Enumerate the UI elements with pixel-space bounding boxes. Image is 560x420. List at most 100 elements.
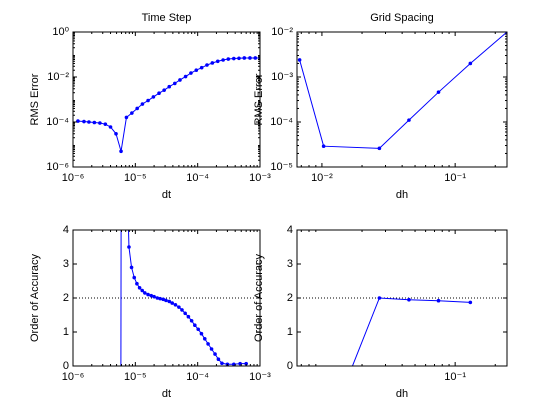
y-tick-label: 10⁻² — [271, 26, 293, 38]
y-tick-label: 10⁻⁵ — [270, 161, 293, 173]
data-point — [143, 291, 147, 295]
data-point — [161, 297, 166, 302]
data-point — [206, 342, 210, 346]
data-point — [226, 57, 231, 61]
data-point — [183, 74, 188, 79]
data-point — [178, 78, 182, 82]
axes-frame — [72, 229, 261, 367]
data-point — [221, 58, 225, 62]
data-point — [76, 119, 80, 123]
data-point — [377, 296, 382, 300]
data-point — [205, 63, 209, 67]
data-point — [152, 294, 156, 299]
y-tick-label: 0 — [287, 360, 293, 372]
axes-frame — [296, 229, 508, 367]
chart-title: Time Step — [142, 12, 192, 24]
data-point — [151, 95, 156, 99]
data-point — [232, 56, 236, 61]
axes-background — [73, 32, 260, 167]
data-point — [130, 111, 134, 115]
y-tick-label: 10⁻² — [47, 71, 69, 83]
y-tick-label: 3 — [63, 258, 69, 270]
data-point — [321, 144, 326, 148]
axes-background — [297, 32, 507, 167]
data-point — [209, 347, 214, 351]
x-tick-label: 10⁻⁶ — [62, 371, 85, 383]
y-tick-label: 2 — [287, 292, 293, 304]
y-tick-label: 10⁻⁴ — [270, 116, 293, 128]
data-point — [297, 58, 302, 62]
data-point — [468, 300, 473, 305]
data-point — [202, 337, 207, 341]
data-point — [92, 120, 97, 125]
data-point — [436, 298, 441, 303]
data-point — [119, 149, 123, 154]
data-point — [407, 118, 411, 122]
data-point — [135, 106, 139, 111]
x-tick-label: 10⁻⁵ — [124, 172, 147, 184]
y-tick-label: 10⁻³ — [271, 71, 293, 83]
data-point — [155, 296, 160, 300]
data-point — [137, 286, 142, 290]
data-point — [237, 56, 241, 61]
x-tick-label: 10⁻⁴ — [186, 371, 209, 383]
data-point — [196, 327, 201, 332]
y-tick-label: 10⁻⁴ — [46, 116, 69, 128]
y-tick-label: 10⁰ — [52, 26, 69, 38]
data-point — [129, 265, 134, 270]
data-point — [167, 299, 172, 304]
y-axis-label: Order of Accuracy — [29, 253, 41, 342]
data-point — [248, 56, 252, 60]
y-tick-label: 1 — [63, 326, 69, 338]
x-axis-label: dh — [396, 189, 408, 201]
data-point — [220, 361, 224, 366]
data-point — [199, 65, 204, 70]
data-point — [215, 59, 220, 64]
data-point — [210, 61, 215, 65]
axes-frame — [296, 31, 508, 168]
data-point — [149, 293, 154, 298]
data-point — [436, 90, 441, 94]
data-point — [135, 281, 139, 286]
data-point — [189, 318, 194, 323]
data-point — [180, 308, 184, 312]
data-point — [242, 56, 247, 60]
plot-area — [76, 56, 260, 154]
x-tick-label: 10⁻⁵ — [124, 371, 147, 383]
data-point — [140, 102, 145, 106]
data-point — [127, 245, 131, 249]
data-point — [157, 91, 161, 96]
data-point — [167, 84, 172, 89]
y-tick-label: 0 — [63, 360, 69, 372]
y-tick-label: 2 — [63, 292, 69, 304]
y-tick-label: 4 — [63, 224, 69, 236]
data-point — [124, 115, 129, 120]
plot-area — [297, 296, 507, 366]
data-point — [213, 352, 217, 356]
data-point — [194, 68, 199, 73]
data-point — [193, 323, 197, 328]
data-point — [82, 119, 86, 124]
data-point — [173, 303, 178, 307]
data-point — [114, 131, 118, 136]
data-point — [189, 71, 193, 75]
data-point — [253, 56, 258, 60]
plot-area — [297, 32, 507, 151]
data-point — [170, 301, 174, 305]
x-axis-label: dt — [162, 189, 171, 201]
x-tick-label: 10⁻¹ — [444, 371, 466, 383]
data-point — [407, 297, 411, 302]
x-tick-label: 10⁻⁴ — [186, 172, 209, 184]
x-tick-label: 10⁻¹ — [444, 172, 466, 184]
x-tick-label: 10⁻³ — [249, 172, 271, 184]
data-point — [146, 292, 150, 297]
data-point — [199, 331, 204, 336]
data-point — [468, 61, 473, 66]
data-point — [377, 146, 382, 151]
data-point — [146, 98, 150, 103]
data-point — [183, 311, 187, 316]
data-point — [164, 298, 168, 303]
data-point — [132, 275, 137, 280]
